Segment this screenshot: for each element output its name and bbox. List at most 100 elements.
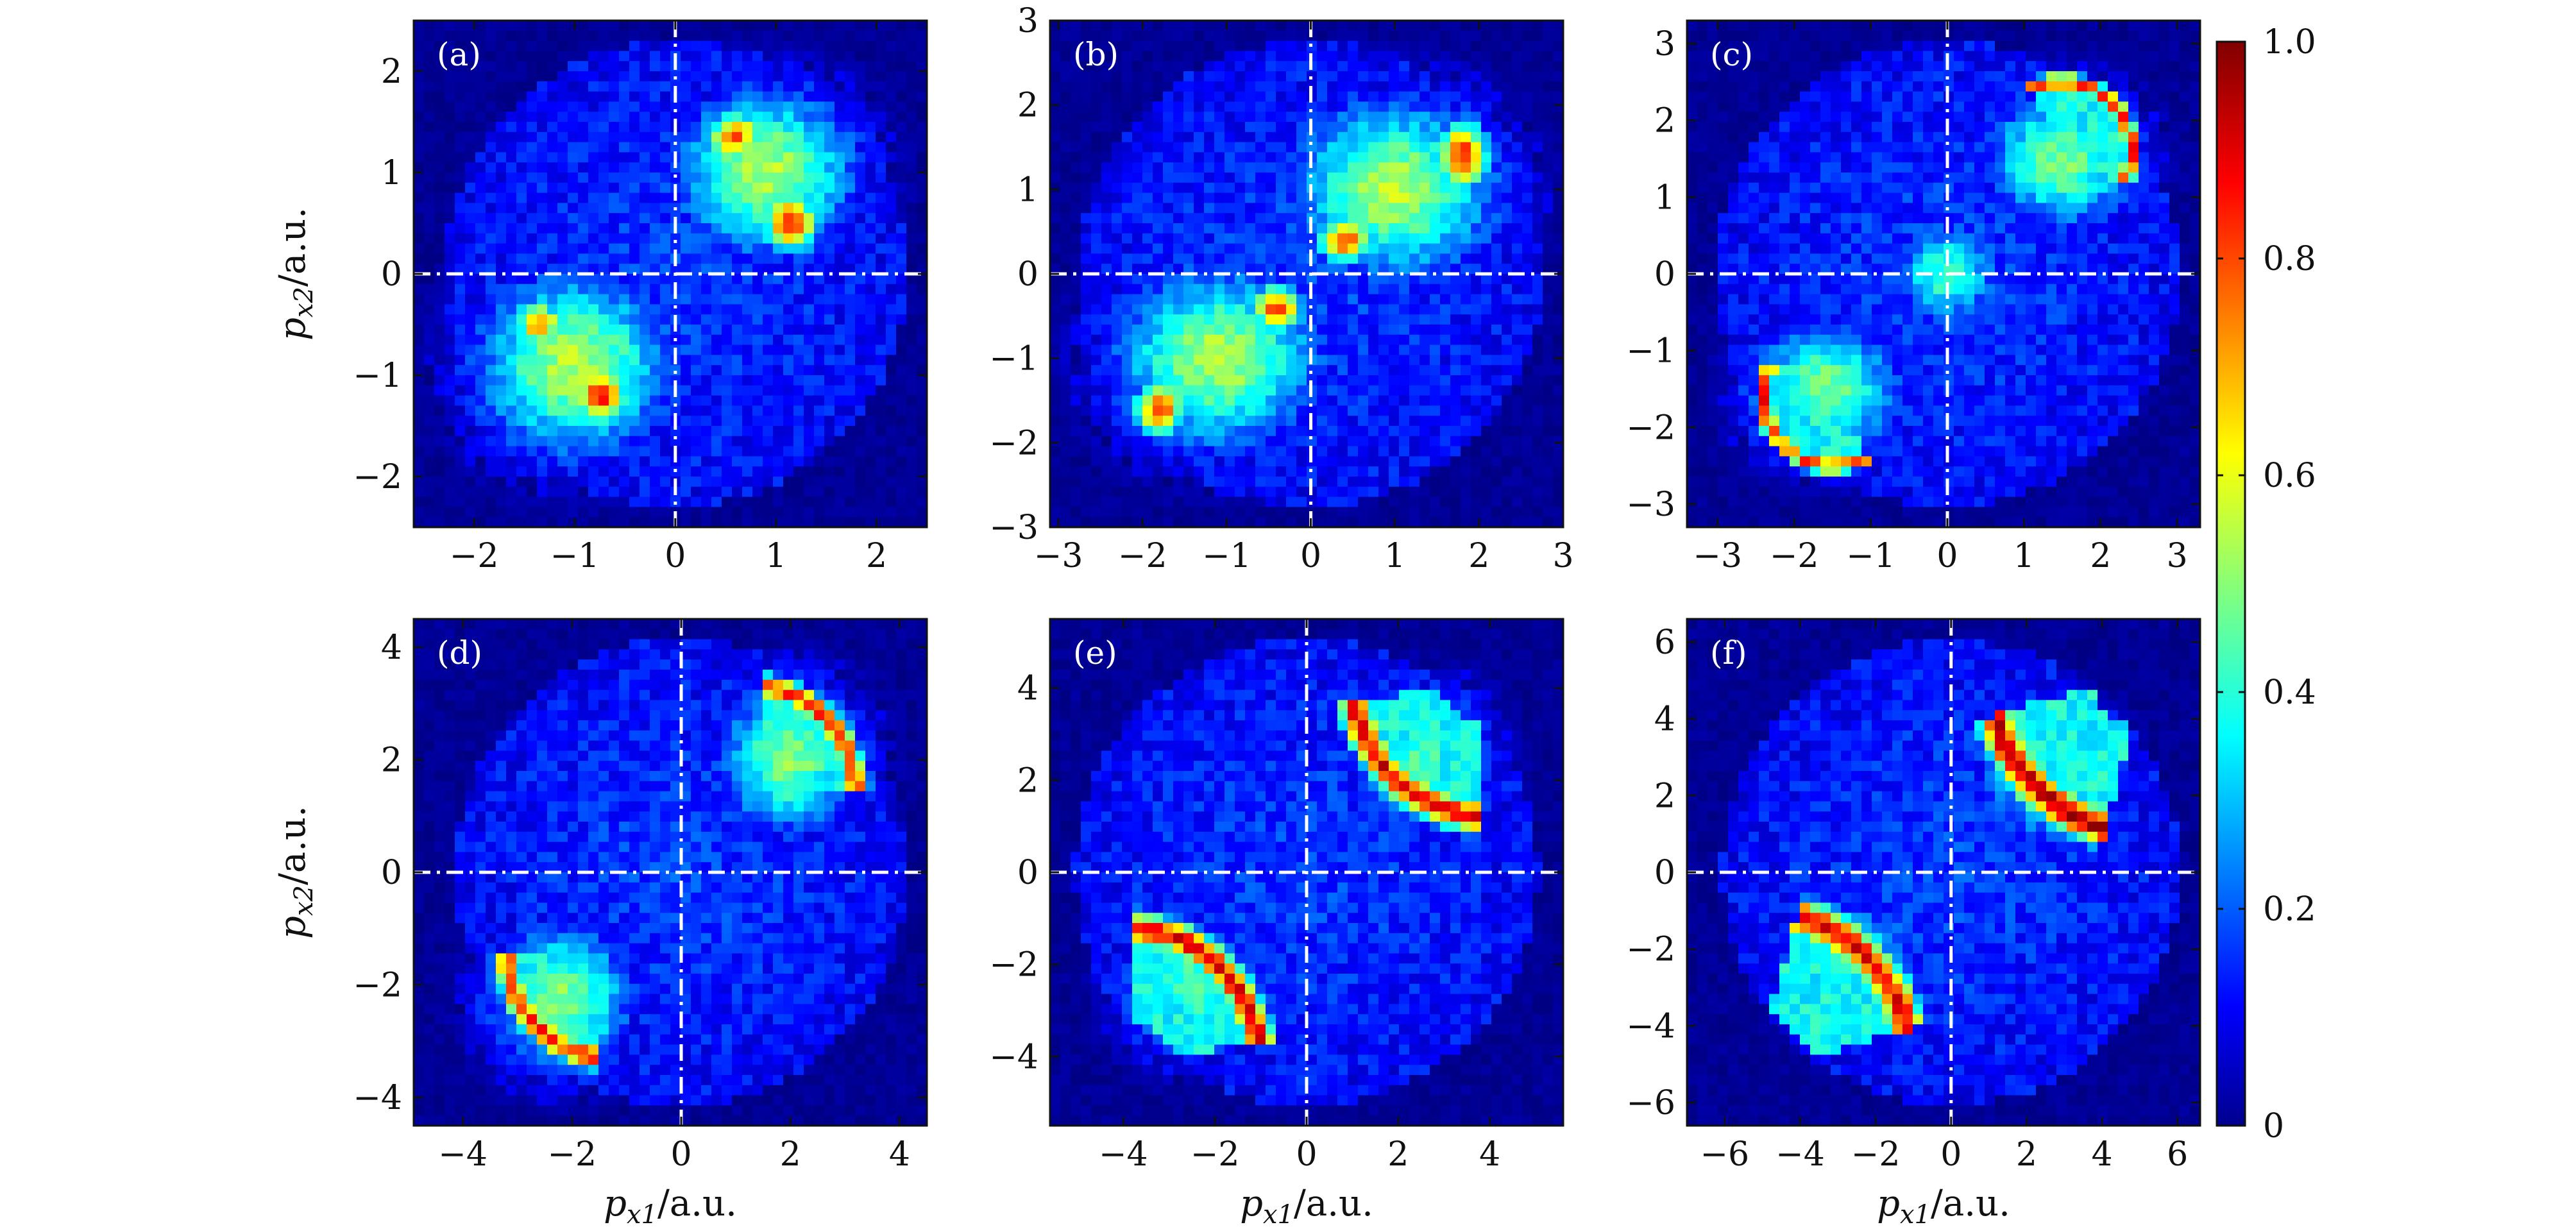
heatmap-cell [1327,294,1338,305]
heatmap-cell [1194,466,1205,477]
heatmap-cell [1173,51,1184,62]
heatmap-cell [1430,365,1441,376]
heatmap-cell [1153,61,1164,72]
heatmap-cell [855,385,866,396]
heatmap-cell [434,436,445,447]
heatmap-cell [1430,466,1441,477]
heatmap-cell [1132,243,1143,254]
heatmap-cell [1060,405,1071,416]
heatmap-cell [906,436,917,447]
heatmap-cell [1245,203,1256,214]
heatmap-cell [1276,233,1287,244]
heatmap-cell [1173,304,1184,315]
heatmap-cell [1348,101,1359,112]
heatmap-cell [619,314,630,325]
heatmap-cell [660,283,671,295]
heatmap-cell [1050,131,1061,143]
heatmap-cell [752,416,763,427]
heatmap-cell [578,51,589,62]
heatmap-cell [773,81,784,92]
heatmap-cell [598,101,609,112]
heatmap-cell [1276,21,1287,31]
heatmap-cell [917,436,928,447]
heatmap-cell [486,40,496,51]
heatmap-cell [855,334,866,346]
heatmap-cell [691,142,702,153]
heatmap-cell [1461,416,1471,427]
heatmap-cell [701,375,712,386]
heatmap-cell [1153,213,1164,224]
heatmap-cell [465,71,476,82]
heatmap-cell [1471,466,1482,477]
heatmap-cell [876,173,886,183]
heatmap-cell [1286,314,1297,325]
heatmap-cell [1060,294,1071,305]
heatmap-cell [1194,142,1205,153]
heatmap-cell [1050,395,1061,406]
heatmap-cell [424,477,435,487]
heatmap-cell [1235,112,1246,123]
heatmap-cell [445,274,455,285]
heatmap-cell [1132,456,1143,467]
heatmap-cell [1224,173,1235,183]
heatmap-cell [598,456,609,467]
heatmap-cell [1450,405,1461,416]
heatmap-cell [1317,81,1328,92]
heatmap-cell [1183,477,1194,487]
heatmap-cell [1276,182,1287,194]
heatmap-cell [434,253,445,264]
heatmap-cell [475,477,486,487]
heatmap-cell [445,61,455,72]
heatmap-cell [1122,355,1133,366]
heatmap-cell [1440,385,1451,396]
heatmap-cell [1378,334,1389,346]
heatmap-cell [650,71,661,82]
heatmap-cell [845,182,856,194]
heatmap-cell [701,446,712,457]
heatmap-cell [1296,51,1307,62]
heatmap-cell [650,426,661,437]
heatmap-cell [701,112,712,123]
heatmap-cell [1419,294,1430,305]
heatmap-cell [434,446,445,457]
heatmap-cell [752,436,763,447]
heatmap-cell [917,213,928,224]
heatmap-cell [1532,112,1543,123]
heatmap-cell [660,304,671,315]
heatmap-cell [557,355,568,366]
heatmap-cell [1368,223,1379,234]
heatmap-cell [568,466,579,477]
heatmap-cell [711,405,722,416]
heatmap-cell [1245,496,1256,507]
heatmap-cell [609,446,620,457]
heatmap-cell [1235,91,1246,102]
heatmap-cell [763,243,774,254]
heatmap-cell [516,365,527,376]
heatmap-cell [906,253,917,264]
heatmap-cell [1327,192,1338,203]
heatmap-cell [640,131,650,143]
heatmap-cell [752,223,763,234]
heatmap-cell [1081,152,1092,163]
heatmap-cell [434,456,445,467]
heatmap-cell [732,142,743,153]
heatmap-cell [722,243,733,254]
heatmap-cell [1399,21,1410,31]
heatmap-cell [763,173,774,183]
heatmap-cell [629,71,640,82]
heatmap-cell [619,40,630,51]
heatmap-cell [598,61,609,72]
heatmap-cell [1419,203,1430,214]
heatmap-cell [445,375,455,386]
heatmap-cell [1337,122,1348,133]
heatmap-cell [547,91,558,102]
heatmap-cell [1183,355,1194,366]
heatmap-cell [1153,436,1164,447]
heatmap-cell [1327,334,1338,346]
heatmap-cell [1450,152,1461,163]
heatmap-cell [1348,416,1359,427]
heatmap-cell [1081,325,1092,335]
heatmap-cell [824,213,835,224]
heatmap-cell [1163,334,1174,346]
heatmap-cell [783,365,794,376]
